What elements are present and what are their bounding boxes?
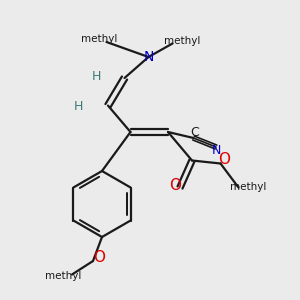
- Text: N: N: [212, 144, 221, 157]
- Text: methyl: methyl: [45, 271, 81, 281]
- Text: N: N: [143, 50, 154, 64]
- Text: O: O: [169, 178, 181, 194]
- Text: methyl: methyl: [81, 34, 117, 44]
- Text: methyl: methyl: [164, 35, 200, 46]
- Text: O: O: [218, 152, 230, 166]
- Text: methyl: methyl: [230, 182, 267, 192]
- Text: H: H: [91, 70, 101, 83]
- Text: H: H: [73, 100, 83, 113]
- Text: C: C: [190, 126, 200, 139]
- Text: O: O: [93, 250, 105, 266]
